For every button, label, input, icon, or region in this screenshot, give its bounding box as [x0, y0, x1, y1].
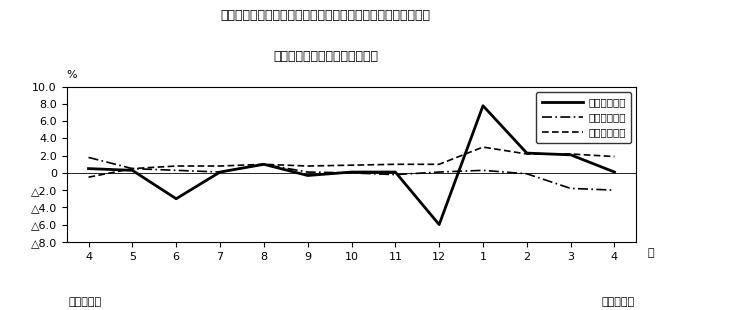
Text: 平成２３年: 平成２３年 — [602, 297, 634, 307]
現金給与総額 — [434, 223, 443, 226]
総実労働時間 — [128, 167, 137, 170]
Text: 月: 月 — [648, 248, 654, 258]
総実労働時間 — [303, 170, 312, 174]
Text: %: % — [67, 70, 77, 80]
Text: 第４図　賃金、労働時間、常用雇用指数　対前年同月比の推移: 第４図 賃金、労働時間、常用雇用指数 対前年同月比の推移 — [221, 9, 431, 22]
総実労働時間 — [260, 162, 269, 166]
常用雇用指数 — [128, 167, 137, 170]
現金給与総額 — [479, 104, 488, 108]
現金給与総額 — [215, 170, 224, 174]
Line: 現金給与総額: 現金給与総額 — [89, 106, 614, 224]
総実労働時間 — [610, 188, 619, 192]
常用雇用指数 — [84, 175, 93, 179]
常用雇用指数 — [347, 163, 356, 167]
常用雇用指数 — [479, 145, 488, 149]
常用雇用指数 — [434, 162, 443, 166]
総実労働時間 — [479, 168, 488, 172]
総実労働時間 — [347, 171, 356, 175]
Legend: 現金給与総額, 総実労働時間, 常用雇用指数: 現金給与総額, 総実労働時間, 常用雇用指数 — [536, 92, 631, 143]
常用雇用指数 — [303, 164, 312, 168]
Line: 総実労働時間: 総実労働時間 — [89, 157, 614, 190]
現金給与総額 — [128, 168, 137, 172]
総実労働時間 — [391, 173, 400, 176]
Text: （規模５人以上　調査産業計）: （規模５人以上 調査産業計） — [273, 50, 378, 63]
総実労働時間 — [566, 187, 575, 190]
Text: 平成２２年: 平成２２年 — [69, 297, 101, 307]
現金給与総額 — [260, 162, 269, 166]
現金給与総額 — [347, 170, 356, 174]
現金給与総額 — [566, 153, 575, 157]
常用雇用指数 — [610, 155, 619, 158]
常用雇用指数 — [566, 152, 575, 156]
現金給与総額 — [391, 170, 400, 174]
現金給与総額 — [84, 167, 93, 170]
現金給与総額 — [172, 197, 181, 201]
常用雇用指数 — [260, 162, 269, 166]
総実労働時間 — [522, 172, 531, 176]
総実労働時間 — [215, 170, 224, 174]
現金給与総額 — [522, 151, 531, 155]
現金給与総額 — [303, 174, 312, 177]
総実労働時間 — [84, 156, 93, 159]
現金給与総額 — [610, 170, 619, 174]
常用雇用指数 — [172, 164, 181, 168]
総実労働時間 — [434, 170, 443, 174]
Line: 常用雇用指数: 常用雇用指数 — [89, 147, 614, 177]
常用雇用指数 — [391, 162, 400, 166]
常用雇用指数 — [215, 164, 224, 168]
総実労働時間 — [172, 168, 181, 172]
常用雇用指数 — [522, 152, 531, 156]
